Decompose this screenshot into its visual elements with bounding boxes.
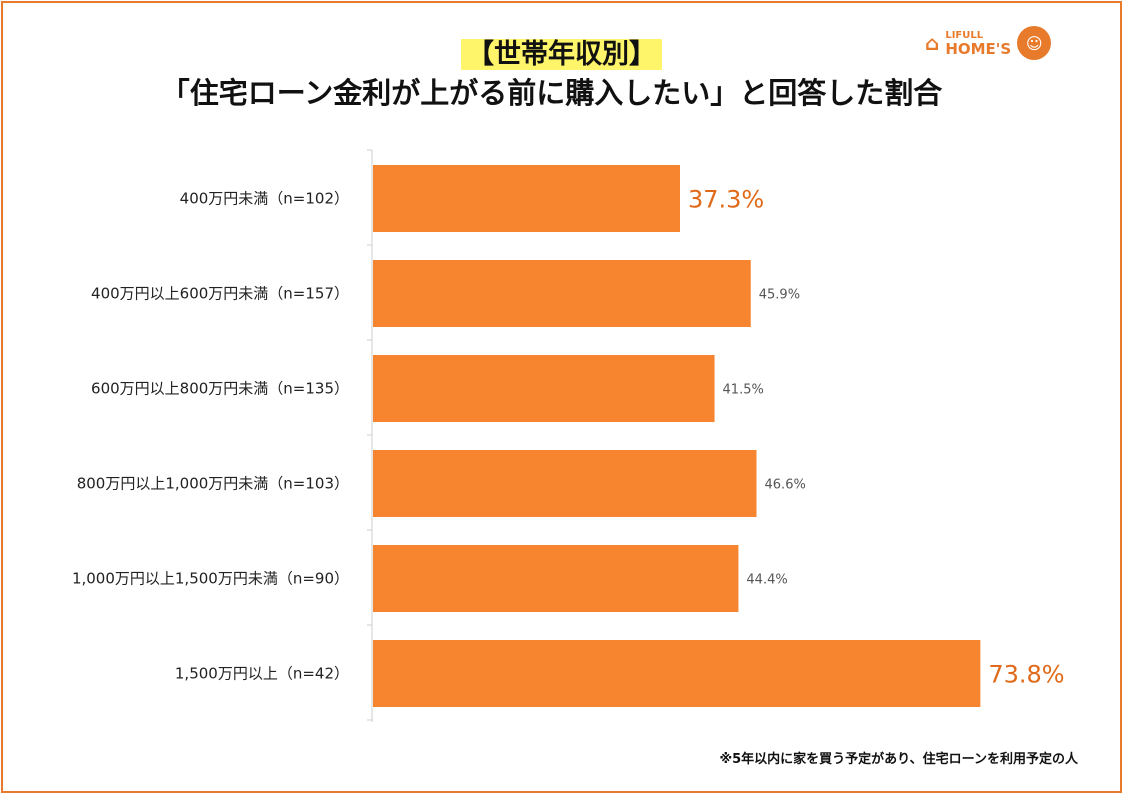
category-label: 1,500万円以上（n=42） — [175, 665, 349, 683]
category-label: 1,000万円以上1,500万円未満（n=90） — [72, 570, 349, 588]
category-label: 600万円以上800万円未満（n=135） — [91, 380, 349, 398]
bar — [373, 640, 981, 707]
category-label: 800万円以上1,000万円未満（n=103） — [77, 475, 349, 493]
logo-line2: HOME'S — [945, 39, 1012, 58]
bar — [373, 545, 739, 612]
data-label: 44.4% — [746, 573, 787, 588]
data-label: 45.9% — [759, 288, 800, 303]
bar — [373, 165, 680, 232]
data-label: 46.6% — [765, 478, 806, 493]
data-label: 37.3% — [688, 186, 764, 214]
chart-title-line1: 【世帯年収別】 — [0, 32, 1123, 71]
bar — [373, 260, 751, 327]
bar — [373, 450, 757, 517]
data-label: 73.8% — [988, 661, 1064, 689]
lifull-homes-logo: ⌂ LIFULL HOME'S ☺ — [925, 26, 1052, 60]
footnote: ※5年以内に家を買う予定があり、住宅ローンを利用予定の人 — [719, 752, 1078, 767]
category-label: 400万円未満（n=102） — [180, 190, 349, 208]
mascot-icon: ☺ — [1017, 26, 1052, 60]
bar — [373, 355, 715, 422]
title-highlight: 【世帯年収別】 — [461, 39, 662, 70]
data-label: 41.5% — [723, 383, 764, 398]
category-label: 400万円以上600万円未満（n=157） — [91, 285, 349, 303]
chart-title-line2: 「住宅ローン金利が上がる前に購入したい」と回答した割合 — [160, 76, 943, 110]
logo-line1: LIFULL — [945, 29, 984, 41]
house-icon: ⌂ — [925, 31, 940, 55]
